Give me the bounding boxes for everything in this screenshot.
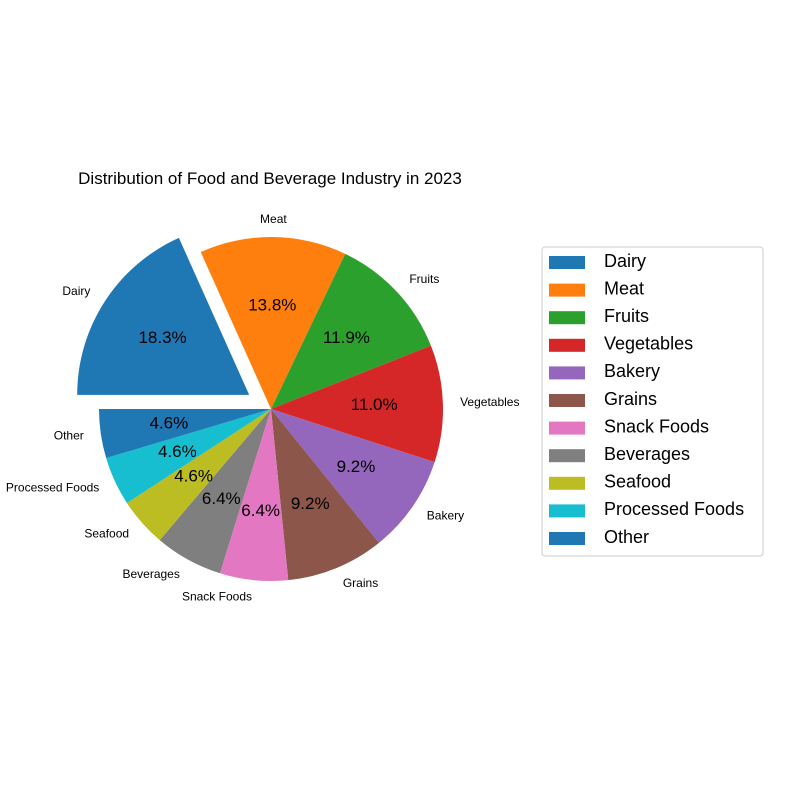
slice-label-dairy: Dairy	[62, 284, 90, 298]
legend-label-snack-foods: Snack Foods	[604, 416, 709, 436]
legend-label-vegetables: Vegetables	[604, 334, 693, 354]
legend-label-bakery: Bakery	[604, 361, 660, 381]
slice-label-vegetables: Vegetables	[460, 395, 519, 409]
slice-label-bakery: Bakery	[427, 508, 464, 522]
legend-label-other: Other	[604, 527, 649, 547]
legend-swatch-meat	[549, 283, 585, 297]
legend-label-processed-foods: Processed Foods	[604, 499, 744, 519]
slice-label-seafood: Seafood	[84, 526, 129, 540]
legend-label-dairy: Dairy	[604, 251, 646, 271]
percent-label-vegetables: 11.0%	[351, 395, 398, 414]
percent-label-seafood: 4.6%	[174, 467, 213, 486]
pie-slice-fruits	[271, 253, 431, 409]
legend-frame	[541, 246, 764, 557]
pie-slices	[77, 237, 443, 582]
chart-title: Distribution of Food and Beverage Indust…	[78, 169, 462, 188]
slice-label-fruits: Fruits	[409, 272, 439, 286]
slice-labels: Dairy Meat Fruits Vegetables Bakery Grains Sna…	[6, 212, 520, 603]
percent-label-processed-foods: 4.6%	[158, 442, 197, 461]
legend-swatch-vegetables	[549, 338, 585, 352]
pie-slice-vegetables	[271, 345, 443, 463]
legend-label-grains: Grains	[604, 389, 657, 409]
slice-label-beverages: Beverages	[122, 567, 179, 581]
slice-label-snack-foods: Snack Foods	[182, 589, 252, 603]
legend-swatch-snack-foods	[549, 421, 585, 435]
legend-swatch-processed-foods	[549, 504, 585, 518]
pie-slice-seafood	[126, 409, 271, 541]
legend-label-seafood: Seafood	[604, 472, 671, 492]
pie-slice-beverages	[159, 409, 271, 574]
percent-label-fruits: 11.9%	[323, 328, 370, 347]
legend-swatch-beverages	[549, 449, 585, 463]
slice-label-processed-foods: Processed Foods	[6, 481, 99, 495]
legend-swatch-bakery	[549, 366, 585, 380]
pie-slice-meat	[200, 237, 346, 409]
legend-swatch-other	[549, 532, 585, 545]
percent-label-other: 4.6%	[150, 413, 189, 432]
pie-slice-processed-foods	[106, 409, 272, 503]
slice-label-grains: Grains	[343, 576, 378, 590]
pie-slice-other	[99, 409, 271, 459]
pie-slice-bakery	[271, 409, 435, 543]
legend-swatch-grains	[549, 394, 585, 407]
slice-label-other: Other	[54, 428, 84, 442]
percent-labels: 18.3% 13.8% 11.9% 11.0% 9.2% 9.2% 6.4%6.4% 4.6%…	[138, 295, 397, 520]
legend-items: Dairy Meat Fruits Vegetables Bakery Grains Sna…	[549, 251, 744, 547]
legend: Dairy Meat Fruits Vegetables Bakery Grains Sna…	[541, 246, 764, 557]
percent-label-grains: 9.2%	[291, 494, 330, 513]
legend-swatch-dairy	[549, 256, 585, 269]
percent-label-meat: 13.8%	[248, 295, 296, 314]
legend-swatch-seafood	[549, 476, 585, 490]
pie-slice-grains	[271, 409, 379, 581]
percent-label-bakery: 9.2%	[337, 457, 376, 476]
legend-label-meat: Meat	[604, 278, 644, 298]
legend-label-beverages: Beverages	[604, 444, 690, 464]
slice-label-meat: Meat	[260, 212, 287, 226]
pie-slice-snack-foods	[219, 409, 289, 582]
percent-label-snack-foods: 6.4%	[241, 501, 280, 520]
legend-swatch-fruits	[549, 311, 585, 325]
percent-label-beverages: 6.4%	[202, 489, 241, 508]
percent-label-dairy: 18.3%	[138, 328, 186, 347]
legend-label-fruits: Fruits	[604, 306, 649, 326]
pie-slice-dairy	[77, 237, 250, 395]
